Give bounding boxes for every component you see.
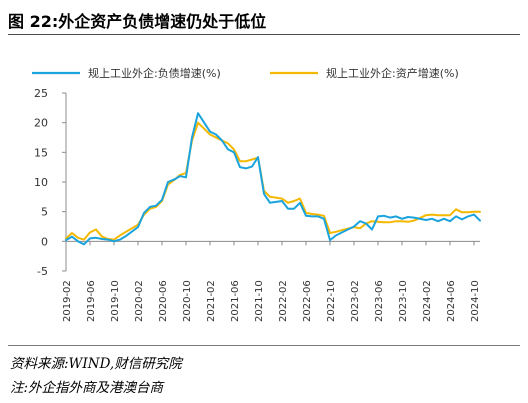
x-tick-label: 2020-02 [134, 280, 145, 322]
x-tick-label: 2024-02 [422, 280, 433, 322]
y-tick-label: 20 [34, 117, 48, 130]
x-tick-label: 2021-02 [206, 280, 217, 322]
footnote: 注:外企指外商及港澳台商 [10, 380, 164, 396]
x-tick-label: 2021-06 [230, 280, 241, 322]
x-tick-label: 2022-10 [326, 280, 337, 322]
y-tick-label: -5 [37, 265, 48, 278]
x-tick-label: 2020-10 [182, 280, 193, 322]
x-tick-label: 2023-06 [374, 280, 385, 322]
y-tick-label: 0 [41, 235, 48, 248]
x-tick-label: 2023-02 [350, 280, 361, 322]
x-tick-label: 2021-10 [254, 280, 265, 322]
y-axis: -5 0 5 10 15 20 25 [34, 87, 67, 278]
title-rule [8, 34, 520, 35]
line-chart: 规上工业外企:负债增速(%) 规上工业外企:资产增速(%) -5051015202… [32, 66, 481, 322]
x-tick-label: 2019-02 [62, 280, 73, 322]
x-tick-label: 2019-06 [86, 280, 97, 322]
x-tick-label: 2022-02 [278, 280, 289, 322]
y-tick-label: 15 [34, 146, 48, 159]
figure-title: 图 22:外企资产负债增速仍处于低位 [8, 12, 267, 31]
y-tick-label: 5 [41, 206, 48, 219]
series-line-2 [65, 121, 481, 241]
legend-label-1: 规上工业外企:负债增速(%) [88, 66, 221, 80]
y-tick-label: 25 [34, 87, 48, 100]
y-tick-label: 10 [34, 176, 48, 189]
series-layer [65, 112, 481, 246]
x-tick-label: 2022-06 [302, 280, 313, 322]
series-line-1 [65, 112, 481, 246]
x-tick-label: 2024-06 [446, 280, 457, 322]
bottom-rule [8, 345, 520, 346]
chart-legend: 规上工业外企:负债增速(%) 规上工业外企:资产增速(%) [32, 66, 459, 80]
x-axis: 2019-02 2019-06 2019-10 2020-02 2020-06 2020-… [62, 240, 481, 322]
x-tick-label: 2019-10 [110, 280, 121, 322]
x-tick-label: 2020-06 [158, 280, 169, 322]
legend-label-2: 规上工业外企:资产增速(%) [326, 66, 459, 80]
x-tick-label: 2024-10 [470, 280, 481, 322]
x-tick-label: 2023-10 [398, 280, 409, 322]
source-note: 资料来源:WIND,财信研究院 [10, 356, 182, 372]
